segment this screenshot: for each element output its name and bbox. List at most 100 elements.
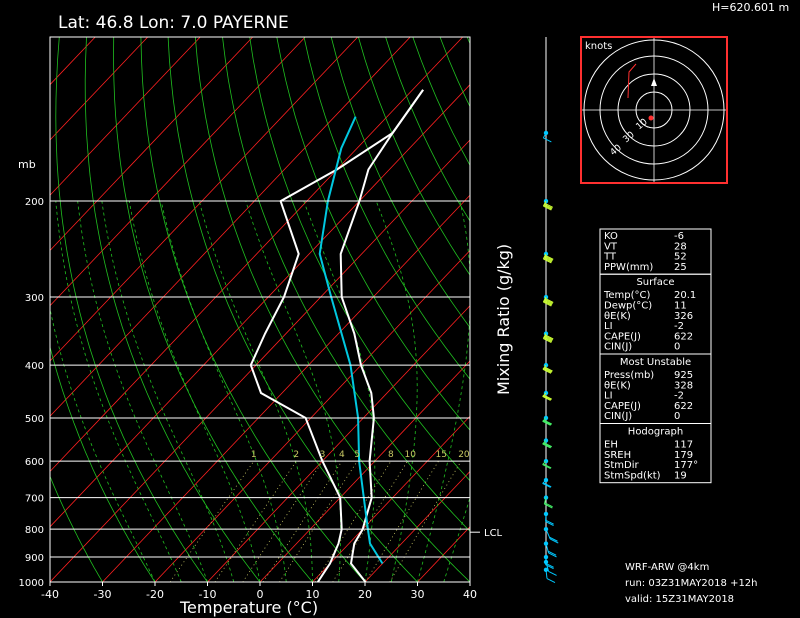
table-row-label: CAPE(J)	[604, 331, 641, 342]
table-row-label: θE(K)	[604, 380, 631, 391]
wind-barb-flag	[542, 395, 551, 401]
wind-barb-flag	[546, 578, 556, 583]
wind-barb-flag	[544, 298, 553, 304]
wind-barb-flag	[542, 443, 551, 449]
wind-barb-flag	[543, 258, 552, 264]
dry-adiabat	[358, 37, 470, 276]
wind-barb-staff	[542, 200, 547, 207]
wind-barb-flag	[544, 256, 553, 262]
dry-adiabat	[50, 475, 103, 582]
mixing-ratio-tick-label: 3	[320, 450, 326, 460]
table-row-value: 28	[674, 241, 687, 252]
table-row-value: 11	[674, 301, 687, 312]
temperature-tick-label: 10	[306, 588, 320, 601]
table-row-label: StmSpd(kt)	[604, 470, 661, 481]
wind-barb-flag	[542, 420, 552, 426]
dry-adiabat	[55, 37, 208, 582]
pressure-tick-label: 500	[25, 414, 44, 425]
mixing-ratio-tick-label: 1	[251, 450, 257, 460]
isotherm-line	[364, 470, 470, 582]
moist-adiabat	[417, 201, 470, 582]
pressure-tick-label: 300	[25, 293, 44, 304]
dry-adiabat	[167, 37, 418, 582]
wind-barb-staff	[542, 440, 547, 445]
wind-barb-flag	[543, 338, 552, 343]
table-section-title: Surface	[636, 277, 674, 288]
dry-adiabat	[50, 345, 156, 582]
wind-barb-flag	[542, 420, 551, 426]
table-row-label: StmDir	[604, 460, 639, 471]
wind-barb-staff	[542, 364, 547, 370]
sounding-profiles	[249, 89, 424, 582]
mixing-ratio-tick-label: 20	[458, 450, 470, 460]
table-row-value: 52	[674, 252, 687, 263]
run-label: run: 03Z31MAY2018 +12h	[625, 578, 758, 589]
wind-barb-flag	[544, 366, 553, 372]
wind-barb-staff	[542, 333, 547, 339]
wind-barb-flag	[544, 503, 553, 509]
table-row-label: VT	[604, 241, 618, 252]
temperature-tick-label: -10	[199, 588, 217, 601]
dry-adiabat	[194, 37, 470, 582]
isotherm-line	[50, 37, 254, 252]
dry-adiabat	[303, 37, 470, 380]
table-row-value: 20.1	[674, 290, 696, 301]
table-section-frame	[599, 423, 712, 484]
table-row-value: 19	[674, 470, 687, 481]
hodograph-frame	[580, 36, 728, 184]
isotherm-line	[50, 37, 149, 141]
wind-barb-flag	[544, 203, 553, 209]
moist-adiabat	[160, 201, 287, 582]
x-axis-label: Temperature (°C)	[179, 598, 318, 617]
table-row-value: 622	[674, 331, 693, 342]
table-row-value: 925	[674, 370, 693, 381]
table-row-label: Dewp(°C)	[604, 301, 652, 312]
wind-barb-flag	[545, 562, 554, 568]
wind-barb-flag	[543, 419, 553, 425]
temperature-tick-label: -30	[94, 588, 112, 601]
wind-barb-flag	[549, 536, 558, 542]
isotherm-line	[312, 415, 470, 582]
wind-barb-staff	[542, 392, 547, 397]
table-row-value: 117	[674, 440, 693, 451]
wind-barb-flag	[542, 395, 552, 401]
wind-barb-flag	[543, 204, 553, 210]
table-section-title: Hodograph	[628, 427, 683, 438]
location-title: Lat: 46.8 Lon: 7.0 PAYERNE	[58, 13, 289, 33]
dry-adiabat	[330, 37, 470, 329]
wind-barb-flag	[542, 463, 552, 469]
wind-barb-flag	[548, 552, 557, 558]
table-row-label: TT	[603, 252, 617, 263]
table-row-label: θE(K)	[604, 311, 631, 322]
wind-barb-flag	[543, 301, 552, 307]
mixing-ratio-tick-label: 4	[339, 450, 345, 460]
mixing-ratio-line	[332, 460, 408, 582]
table-section-title: Most Unstable	[620, 357, 691, 368]
table-row-label: CIN(J)	[604, 342, 632, 353]
table-row-value: 326	[674, 311, 693, 322]
wind-barb-flag	[545, 564, 554, 570]
table-row-label: Press(mb)	[604, 370, 654, 381]
table-row-value: 177°	[674, 460, 698, 471]
temperature-tick-label: 40	[463, 588, 477, 601]
wind-barb-flag	[544, 502, 553, 508]
storm-marker	[648, 115, 654, 121]
wind-barb-flag	[542, 464, 551, 469]
wind-barb-flag	[543, 337, 553, 343]
wind-barb-flag	[542, 442, 552, 448]
pressure-tick-label: 1000	[19, 578, 44, 589]
dry-adiabat	[84, 37, 261, 582]
isotherm-line	[50, 37, 306, 307]
mixing-ratio-axis-label: Mixing Ratio (g/kg)	[494, 244, 513, 395]
pressure-tick-label: 600	[25, 457, 44, 468]
table-row-label: LI	[604, 391, 613, 402]
model-label: WRF-ARW @4km	[625, 562, 709, 573]
wind-barb-flag	[543, 394, 553, 400]
isotherm-line	[50, 37, 359, 362]
mixing-ratio-tick-label: 10	[405, 450, 417, 460]
table-row-value: 0	[674, 342, 680, 353]
wind-barb-flag	[543, 367, 553, 373]
wind-barb-flag	[543, 137, 552, 143]
temperature-tick-label: 30	[411, 588, 425, 601]
